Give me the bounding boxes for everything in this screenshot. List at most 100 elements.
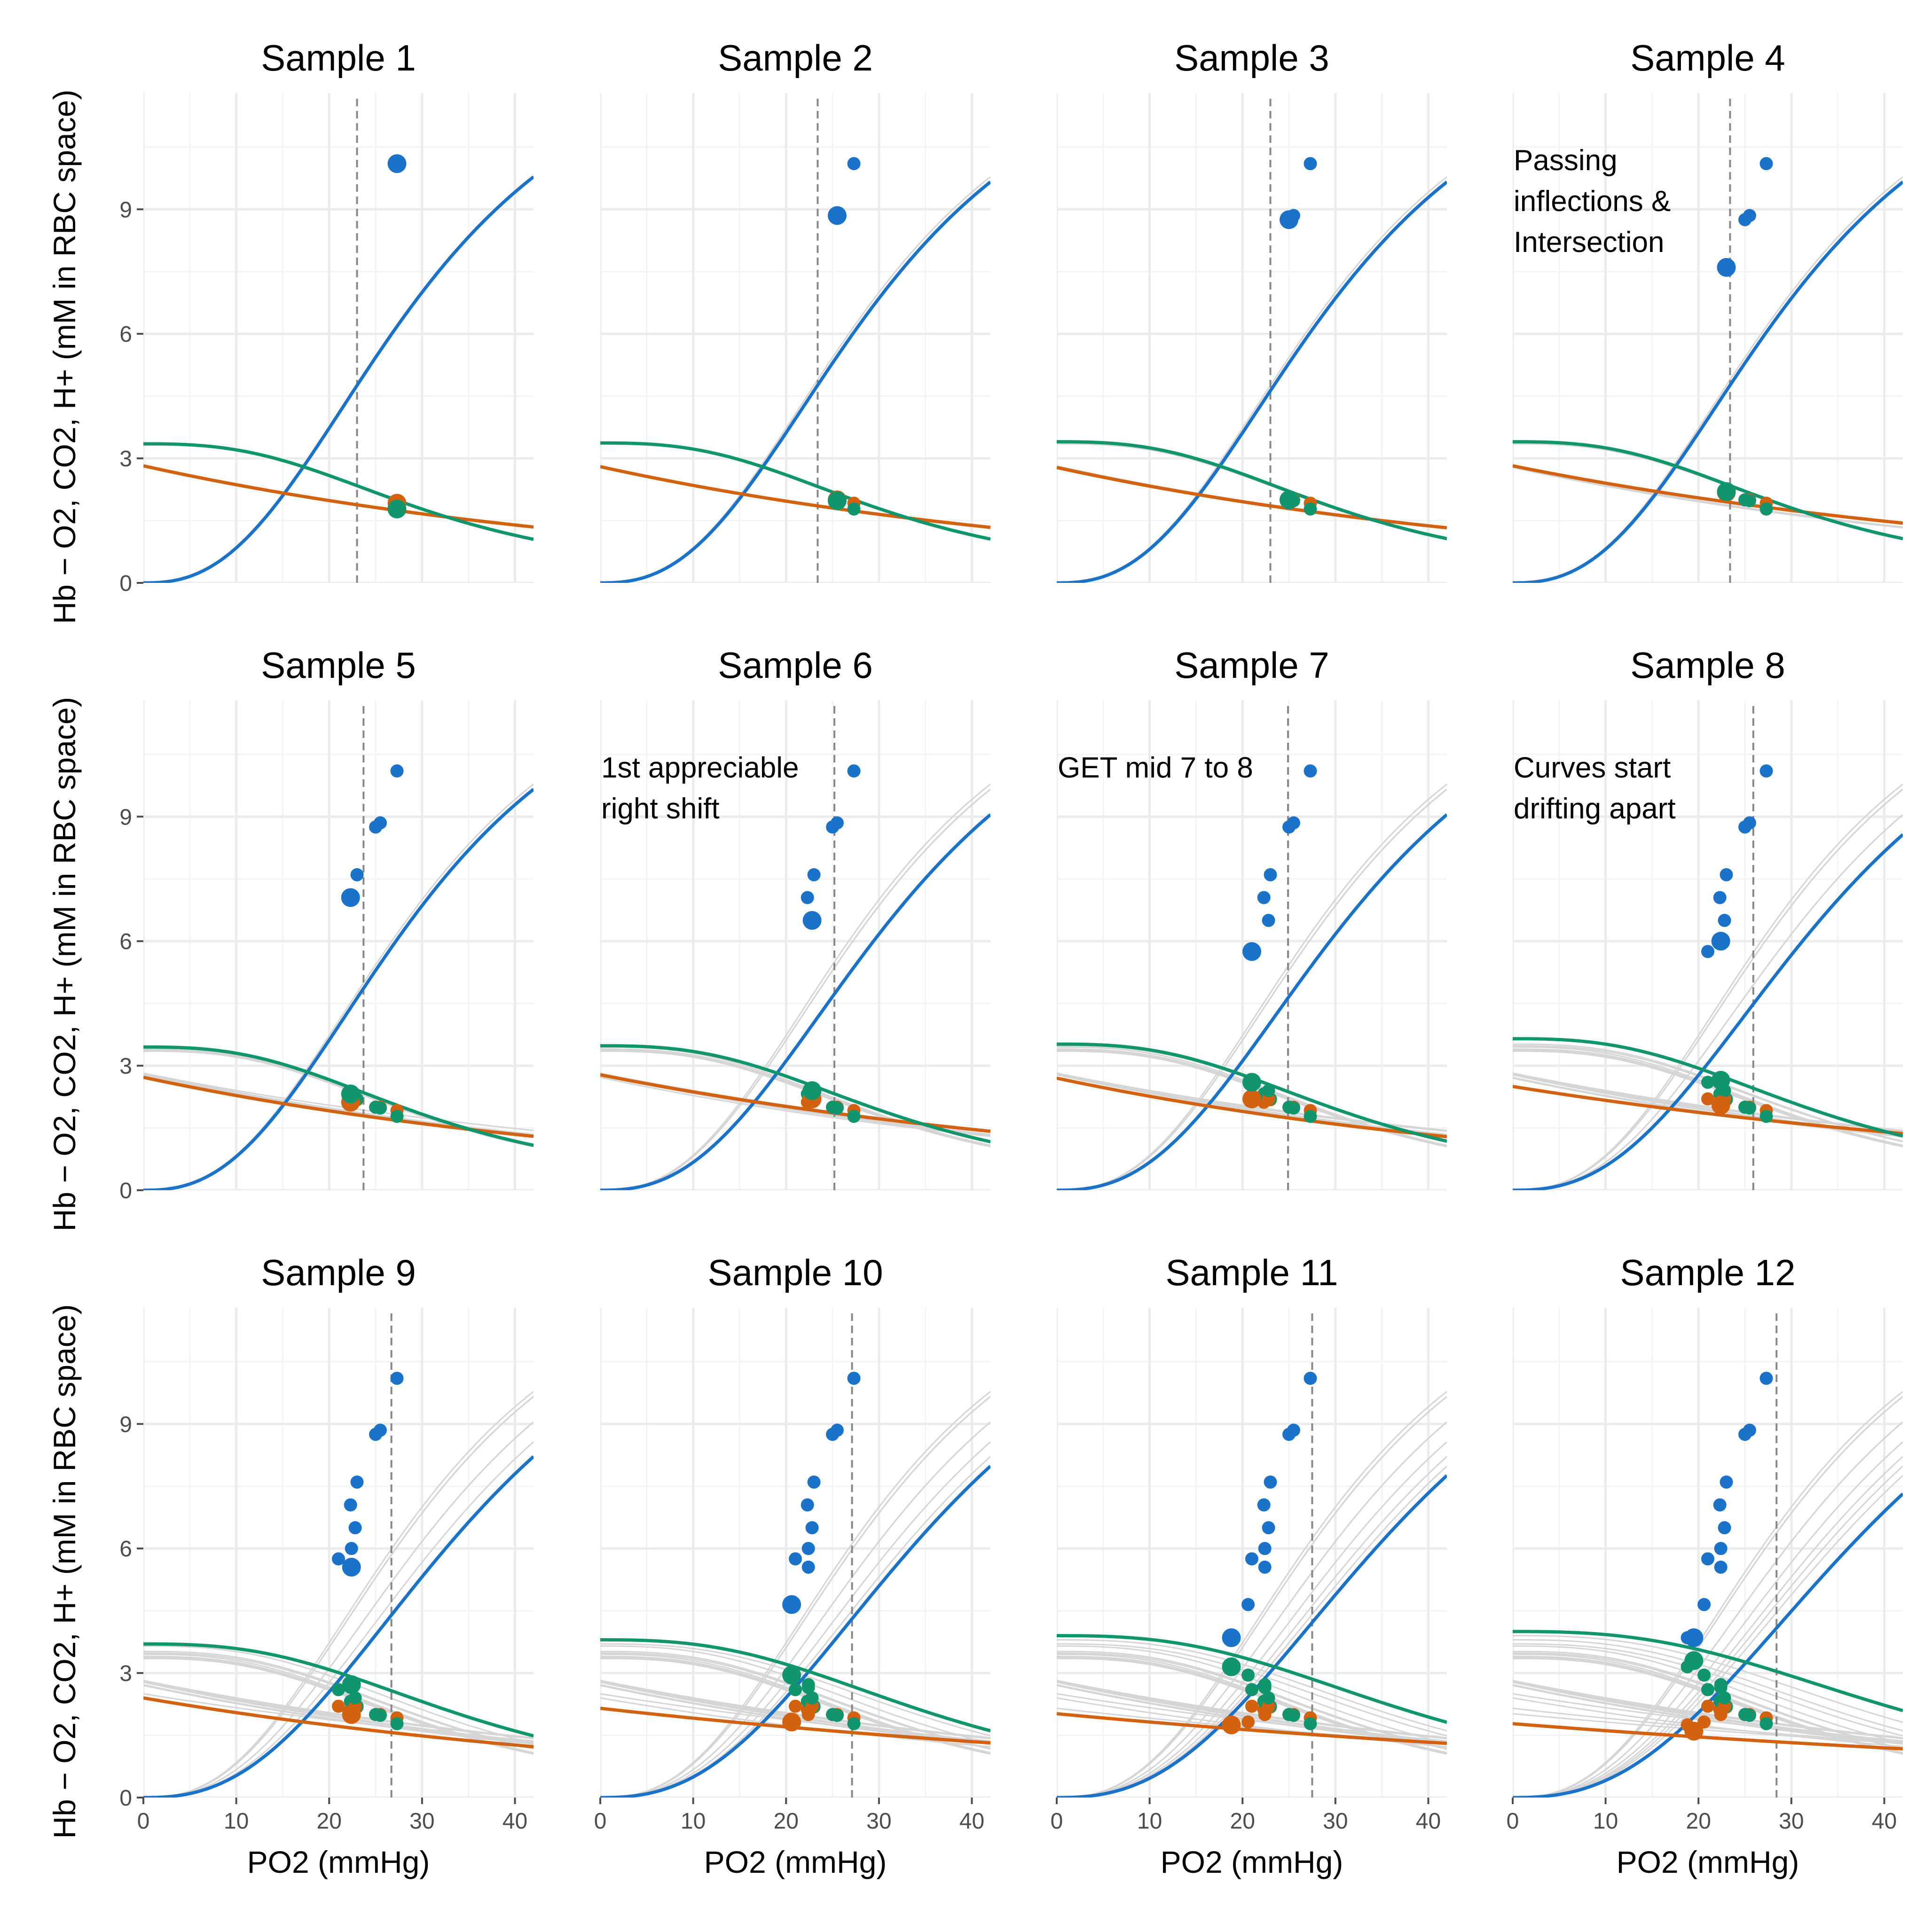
x-tick-label: 10 bbox=[1593, 1809, 1618, 1834]
h-curve bbox=[1513, 1630, 1903, 1712]
history-curve bbox=[600, 788, 990, 1190]
history-curve bbox=[1057, 1441, 1447, 1798]
y-tick-label: 3 bbox=[119, 447, 132, 471]
history-curve bbox=[1513, 467, 1903, 529]
hbo2-point bbox=[390, 764, 404, 778]
y-tick-label: 9 bbox=[119, 1412, 132, 1437]
h-curve bbox=[600, 1044, 990, 1144]
hbo2-point bbox=[805, 1521, 819, 1535]
h-point bbox=[1262, 1084, 1275, 1098]
history-curve bbox=[600, 465, 990, 528]
panel-plot-area bbox=[1057, 93, 1447, 583]
x-tick-label: 20 bbox=[1230, 1809, 1255, 1834]
panel-annotation: Intersection bbox=[1514, 226, 1665, 259]
history-curve bbox=[1057, 1680, 1447, 1739]
h-point bbox=[369, 1708, 383, 1721]
hbo2-point bbox=[801, 1560, 815, 1574]
h-point bbox=[1759, 1109, 1773, 1123]
panel-title: Sample 9 bbox=[261, 1252, 416, 1293]
current-hbo2-point bbox=[802, 911, 822, 930]
history-curve bbox=[1513, 1707, 1903, 1744]
current-hbo2-point bbox=[1717, 258, 1736, 277]
hbo2-point bbox=[1264, 868, 1277, 881]
co2-curve bbox=[600, 465, 990, 529]
hbo2-point bbox=[1257, 891, 1271, 904]
hbo2-point bbox=[847, 157, 861, 171]
co2-curve bbox=[1513, 464, 1903, 525]
co2-point bbox=[1258, 1708, 1272, 1721]
hbo2-curve bbox=[143, 175, 534, 583]
hbo2-curve bbox=[1057, 181, 1447, 583]
h-curve bbox=[1057, 1634, 1447, 1724]
co2-point bbox=[1701, 1092, 1714, 1106]
hbo2-point bbox=[1759, 1372, 1773, 1385]
h-point bbox=[1714, 1678, 1728, 1691]
current-h-point bbox=[1280, 490, 1299, 510]
hbo2-point bbox=[332, 1552, 345, 1566]
h-point bbox=[789, 1683, 802, 1696]
current-hbo2-point bbox=[1280, 210, 1299, 229]
panel-title: Sample 1 bbox=[261, 37, 416, 79]
h-point bbox=[332, 1683, 345, 1696]
panel-plot-area bbox=[600, 700, 990, 1190]
h-point bbox=[1304, 502, 1317, 516]
panel-title: Sample 2 bbox=[718, 37, 873, 79]
panel: Sample 4 Passing inflections & Intersection bbox=[1513, 37, 1903, 583]
panel-plot-area bbox=[143, 1308, 534, 1798]
x-tick-label: 30 bbox=[1779, 1809, 1804, 1834]
x-axis-title: PO2 (mmHg) bbox=[1617, 1845, 1799, 1879]
x-tick-label: 30 bbox=[1323, 1809, 1348, 1834]
history-curve bbox=[600, 1456, 990, 1798]
h-point bbox=[826, 1100, 840, 1114]
hbo2-point bbox=[1262, 914, 1275, 927]
x-axis-title: PO2 (mmHg) bbox=[1161, 1845, 1343, 1879]
history-curve bbox=[143, 1680, 534, 1739]
x-tick-label: 10 bbox=[224, 1809, 249, 1834]
panel-title: Sample 3 bbox=[1174, 37, 1329, 79]
h-point bbox=[369, 1100, 383, 1114]
current-hbo2-point bbox=[1711, 932, 1730, 951]
hbo2-point bbox=[1245, 1552, 1258, 1566]
co2-point bbox=[1241, 1715, 1255, 1729]
panel: Sample 9 0 3 6 9 0 10 20 30 40 PO2 (mmHg) bbox=[119, 1252, 534, 1879]
panel-annotation: Passing bbox=[1514, 144, 1618, 177]
panel-title: Sample 12 bbox=[1620, 1252, 1796, 1293]
co2-point bbox=[332, 1699, 345, 1713]
x-tick-label: 0 bbox=[1051, 1809, 1063, 1834]
history-curve bbox=[1513, 814, 1903, 1190]
history-curve bbox=[600, 1072, 990, 1131]
y-tick-label: 9 bbox=[119, 805, 132, 830]
hbo2-point bbox=[847, 764, 861, 778]
history-curve bbox=[1513, 1639, 1903, 1732]
x-tick-label: 30 bbox=[866, 1809, 891, 1834]
panel: Sample 7 GET mid 7 to 8 bbox=[1057, 644, 1447, 1190]
current-hbo2-point bbox=[782, 1595, 801, 1614]
panel: Sample 12 0 10 20 30 40 PO2 (mmHg) bbox=[1507, 1252, 1903, 1879]
x-tick-label: 40 bbox=[503, 1809, 527, 1834]
current-hbo2-point bbox=[1684, 1628, 1704, 1648]
co2-curve bbox=[1513, 1084, 1903, 1135]
h-point bbox=[1697, 1668, 1711, 1682]
h-point bbox=[1245, 1683, 1258, 1696]
hbo2-point bbox=[390, 1372, 404, 1385]
h-point bbox=[390, 1717, 404, 1730]
current-co2-point bbox=[1711, 1095, 1730, 1115]
h-point bbox=[847, 502, 861, 516]
hbo2-point bbox=[1282, 1428, 1296, 1441]
x-tick-label: 10 bbox=[681, 1809, 706, 1834]
hbo2-point bbox=[1701, 945, 1714, 958]
history-curve bbox=[600, 1421, 990, 1798]
h-point bbox=[1262, 1691, 1275, 1705]
panel: Sample 10 0 10 20 30 40 PO2 (mmHg) bbox=[594, 1252, 990, 1879]
h-point bbox=[348, 1691, 362, 1705]
panel: Sample 2 bbox=[600, 37, 990, 583]
panel-plot-area bbox=[143, 700, 534, 1190]
current-hbo2-point bbox=[387, 154, 407, 173]
panel-title: Sample 8 bbox=[1630, 644, 1785, 686]
history-curve bbox=[1057, 1456, 1447, 1798]
history-curve bbox=[1513, 1421, 1903, 1798]
hbo2-point bbox=[1264, 1475, 1277, 1489]
current-hbo2-point bbox=[342, 1557, 361, 1577]
h-point bbox=[1701, 1076, 1714, 1089]
